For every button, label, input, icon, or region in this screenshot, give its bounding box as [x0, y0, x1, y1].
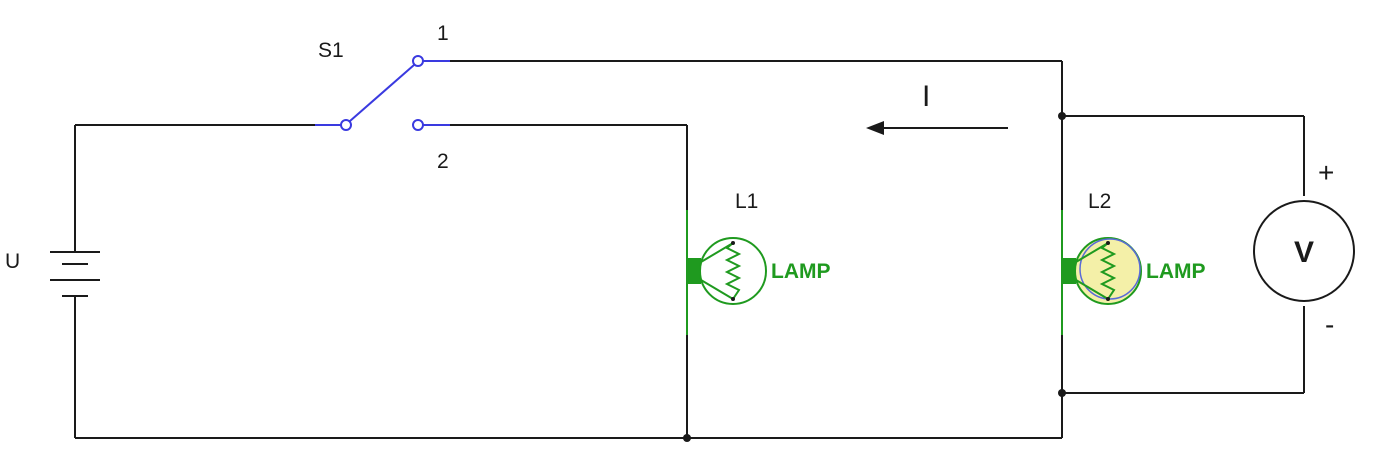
switch-label: S1 [318, 39, 344, 62]
lamp-l1-name: L1 [735, 190, 758, 213]
switch-position-1-label: 1 [437, 22, 449, 45]
voltmeter: V + - [1253, 157, 1355, 340]
lamp-l1: L1 LAMP [686, 190, 831, 335]
junction-dot [1058, 112, 1066, 120]
battery-label: U [5, 250, 20, 273]
switch-position-2-label: 2 [437, 150, 449, 173]
wires [75, 60, 1305, 439]
junctions [683, 112, 1066, 442]
current-arrow: I [866, 80, 1008, 135]
lamp-l2: L2 LAMP [1061, 190, 1206, 335]
lamp-l1-type-label: LAMP [771, 260, 831, 283]
junction-dot [683, 434, 691, 442]
battery: U [5, 125, 100, 438]
arrow-left-icon [866, 121, 884, 135]
junction-dot [1058, 389, 1066, 397]
lamp-l2-name: L2 [1088, 190, 1111, 213]
voltmeter-label: V [1294, 236, 1314, 269]
voltmeter-plus-label: + [1318, 157, 1334, 188]
current-label: I [922, 80, 930, 113]
lamp-l2-type-label: LAMP [1146, 260, 1206, 283]
switch-s1[interactable]: S1 1 2 [315, 22, 450, 173]
voltmeter-minus-label: - [1325, 309, 1334, 340]
